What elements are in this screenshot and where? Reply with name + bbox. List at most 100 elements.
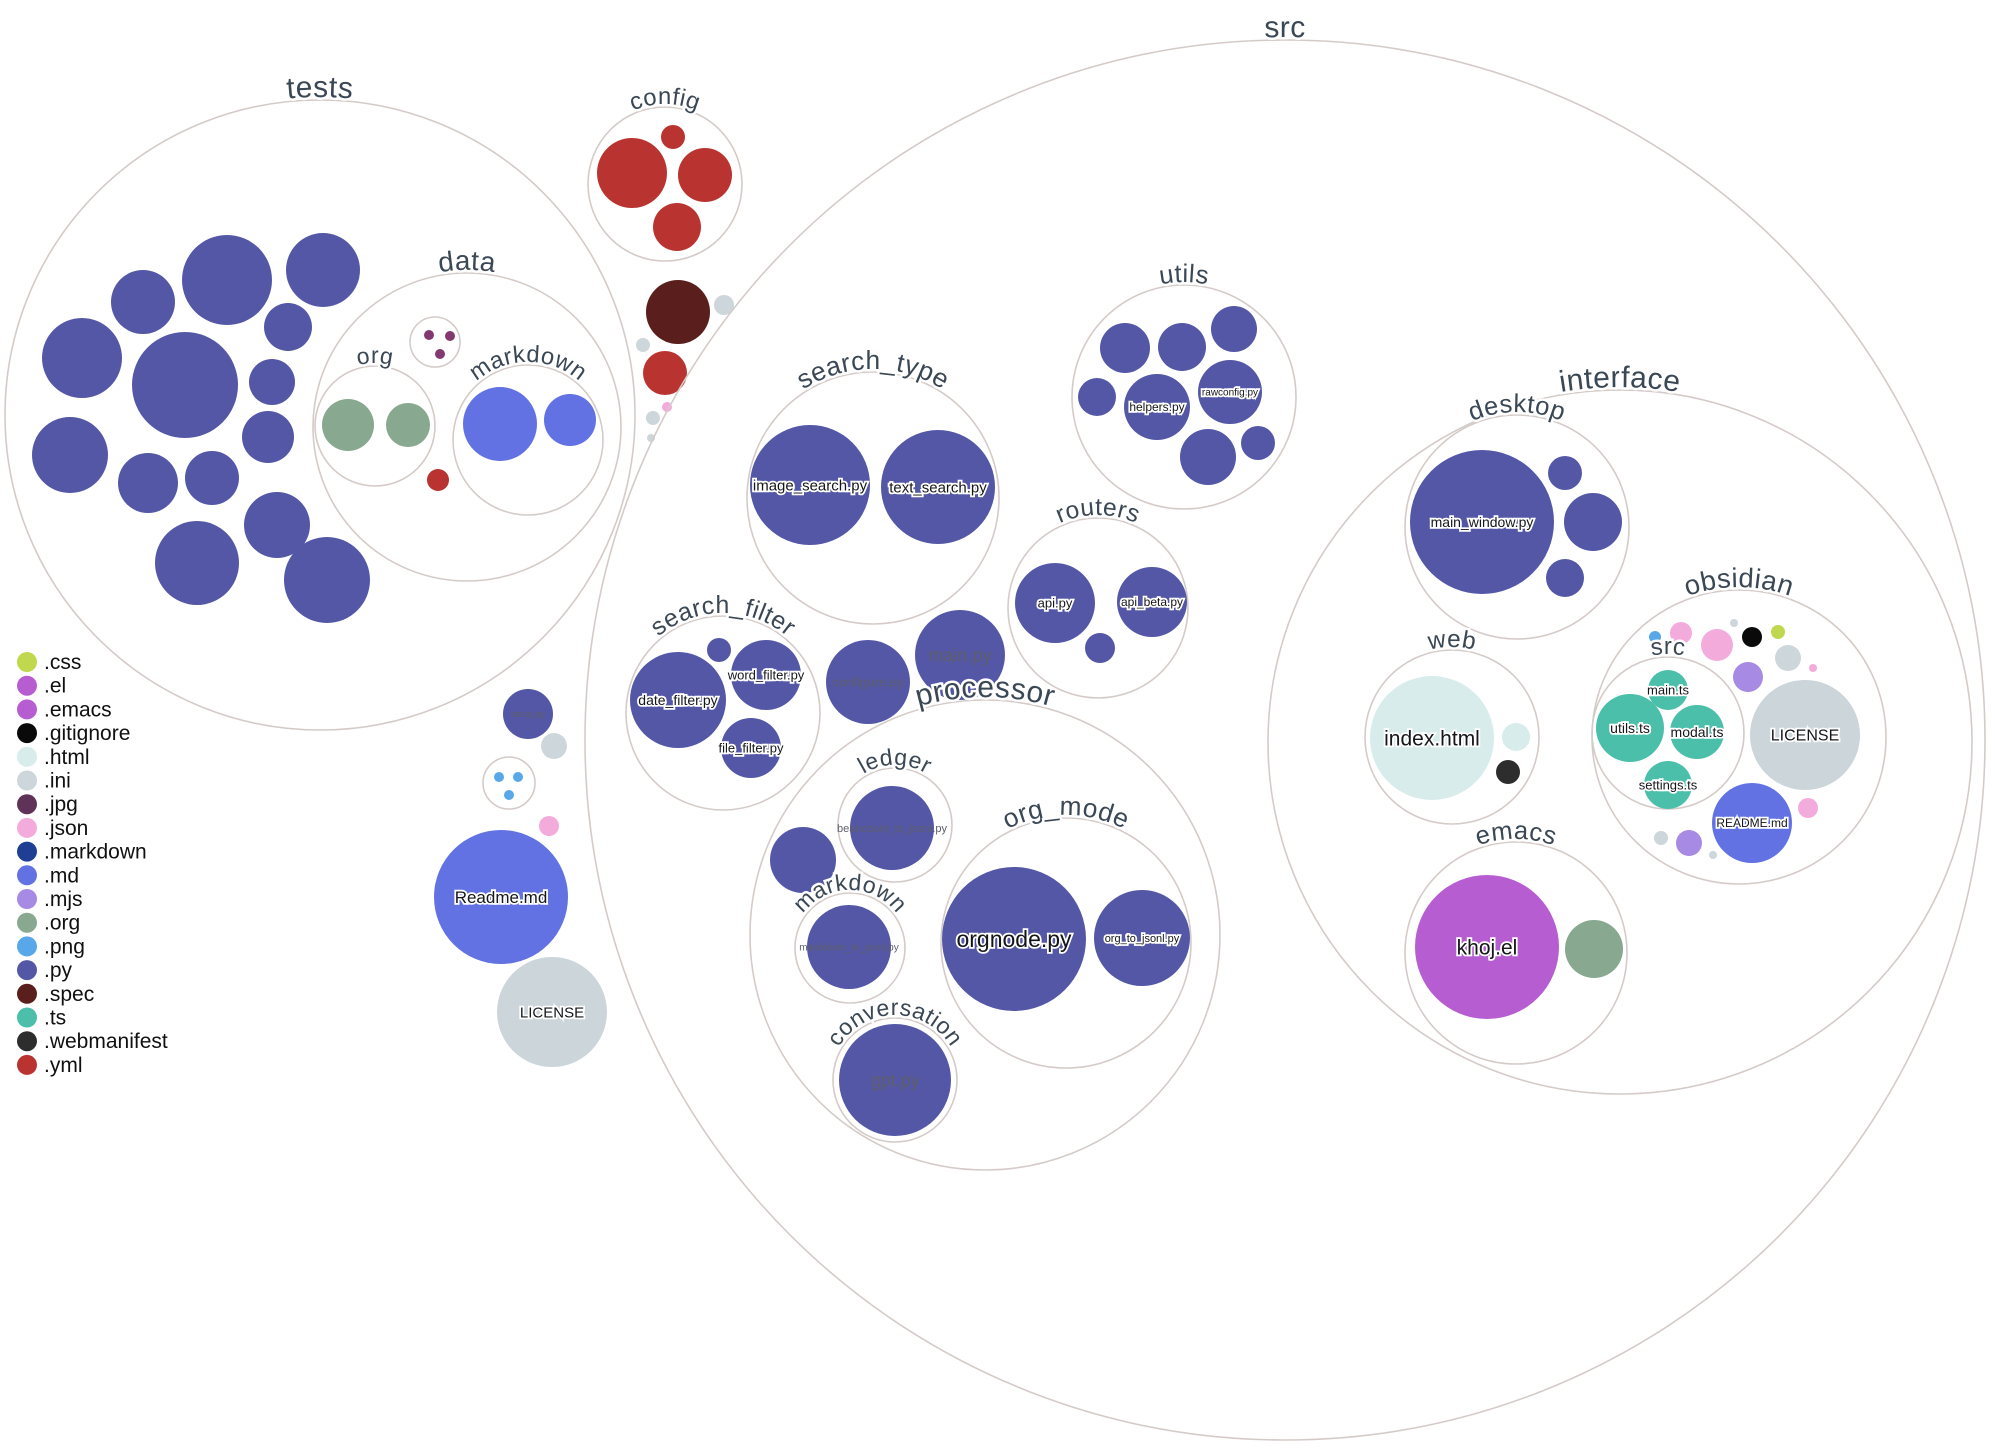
file-circle-image_search.py[interactable] <box>750 425 870 545</box>
file-circle-json-file[interactable] <box>539 816 559 836</box>
file-circle-main_window.py[interactable] <box>1410 450 1554 594</box>
file-circle-modal.ts[interactable] <box>1670 705 1724 759</box>
file-circle-ini-file[interactable] <box>541 733 567 759</box>
file-circle-png-file[interactable] <box>513 772 523 782</box>
file-circle-README.md[interactable] <box>1712 783 1792 863</box>
file-circle-py-file[interactable] <box>707 638 731 662</box>
file-circle-py-file[interactable] <box>1546 559 1584 597</box>
file-circle-org_to_jsonl.py[interactable] <box>1094 890 1190 986</box>
file-circle-py-file[interactable] <box>284 537 370 623</box>
file-circle-py-file[interactable] <box>1078 378 1116 416</box>
folder-circle-unnamed[interactable] <box>409 316 461 368</box>
folder-circle-processor[interactable] <box>749 699 1221 1171</box>
folder-circle-desktop[interactable] <box>1404 414 1630 640</box>
folder-circle-search_type[interactable] <box>746 371 1000 625</box>
folder-circle-data[interactable] <box>312 272 622 582</box>
file-circle-LICENSE[interactable] <box>1750 680 1860 790</box>
file-circle-py-file[interactable] <box>244 492 310 558</box>
file-circle-settings.ts[interactable] <box>1644 761 1692 809</box>
file-circle-md-file[interactable] <box>463 387 537 461</box>
file-circle-ini-file[interactable] <box>636 338 650 352</box>
folder-circle-org_mode[interactable] <box>940 817 1192 1069</box>
folder-circle-web[interactable] <box>1364 649 1540 825</box>
file-circle-json-file[interactable] <box>1670 622 1692 644</box>
file-circle-py-file[interactable] <box>249 359 295 405</box>
file-circle-py-file[interactable] <box>286 233 360 307</box>
file-circle-word_filter.py[interactable] <box>731 640 801 710</box>
file-circle-py-file[interactable] <box>264 303 312 351</box>
file-circle-ini-file[interactable] <box>1654 831 1668 845</box>
file-circle-setup.py[interactable] <box>503 689 553 739</box>
file-circle-spec-file[interactable] <box>646 280 710 344</box>
file-circle-gpt.py[interactable] <box>839 1024 951 1136</box>
file-circle-py-file[interactable] <box>1180 429 1236 485</box>
file-circle-json-file[interactable] <box>1798 798 1818 818</box>
file-circle-org-file[interactable] <box>322 399 374 451</box>
file-circle-yml-file[interactable] <box>653 203 701 251</box>
file-circle-py-file[interactable] <box>132 332 238 438</box>
file-circle-date_filter.py[interactable] <box>630 652 726 748</box>
file-circle-py-file[interactable] <box>1158 323 1206 371</box>
file-circle-text_search.py[interactable] <box>881 430 995 544</box>
file-circle-org-file[interactable] <box>386 403 430 447</box>
file-circle-main.py[interactable] <box>915 610 1005 700</box>
file-circle-webmanifest-file[interactable] <box>1496 760 1520 784</box>
file-circle-api_beta.py[interactable] <box>1117 567 1187 637</box>
file-circle-py-file[interactable] <box>1100 323 1150 373</box>
file-circle-helpers.py[interactable] <box>1124 374 1190 440</box>
file-circle-khoj.el[interactable] <box>1415 875 1559 1019</box>
file-circle-py-file[interactable] <box>1085 633 1115 663</box>
file-circle-jpg-file[interactable] <box>424 330 434 340</box>
file-circle-mjs-file[interactable] <box>1676 830 1702 856</box>
file-circle-py-file[interactable] <box>111 270 175 334</box>
file-circle-beancount_to_jsonl.py[interactable] <box>850 786 934 870</box>
file-circle-py-file[interactable] <box>32 417 108 493</box>
file-circle-ini-file[interactable] <box>1730 619 1738 627</box>
file-circle-py-file[interactable] <box>118 453 178 513</box>
folder-circle-src[interactable] <box>584 39 1986 1441</box>
file-circle-css-file[interactable] <box>1771 625 1785 639</box>
file-circle-api.py[interactable] <box>1015 563 1095 643</box>
folder-circle-org[interactable] <box>314 365 436 487</box>
file-circle-jpg-file[interactable] <box>435 349 445 359</box>
file-circle-configure.py[interactable] <box>826 640 910 724</box>
file-circle-ini-file[interactable] <box>646 411 660 425</box>
file-circle-yml-file[interactable] <box>643 351 687 395</box>
file-circle-file_filter.py[interactable] <box>721 718 781 778</box>
file-circle-yml-file[interactable] <box>661 125 685 149</box>
file-circle-LICENSE[interactable] <box>497 957 607 1067</box>
file-circle-mjs-file[interactable] <box>1733 662 1763 692</box>
file-circle-org-file[interactable] <box>1565 920 1623 978</box>
file-circle-yml-file[interactable] <box>678 148 732 202</box>
file-circle-py-file[interactable] <box>185 451 239 505</box>
file-circle-markdown_to_jsonl.py[interactable] <box>807 905 891 989</box>
folder-circle-emacs[interactable] <box>1404 841 1628 1065</box>
file-circle-json-file[interactable] <box>1701 629 1733 661</box>
folder-circle-utils[interactable] <box>1071 284 1297 510</box>
file-circle-yml-file[interactable] <box>427 469 449 491</box>
file-circle-json-file[interactable] <box>1809 664 1817 672</box>
folder-circle-routers[interactable] <box>1007 517 1189 699</box>
file-circle-py-file[interactable] <box>1241 426 1275 460</box>
file-circle-py-file[interactable] <box>770 827 836 893</box>
file-circle-yml-file[interactable] <box>597 138 667 208</box>
file-circle-main.ts[interactable] <box>1648 670 1688 710</box>
file-circle-py-file[interactable] <box>182 235 272 325</box>
file-circle-gitignore-file[interactable] <box>1742 627 1762 647</box>
file-circle-rawconfig.py[interactable] <box>1198 360 1262 424</box>
folder-circle-search_filter[interactable] <box>625 615 821 811</box>
file-circle-ini-file[interactable] <box>714 295 734 315</box>
folder-circle-config[interactable] <box>587 106 743 262</box>
file-circle-png-file[interactable] <box>494 772 504 782</box>
file-circle-Readme.md[interactable] <box>434 830 568 964</box>
file-circle-py-file[interactable] <box>42 318 122 398</box>
file-circle-md-file[interactable] <box>544 394 596 446</box>
file-circle-jpg-file[interactable] <box>445 331 455 341</box>
file-circle-orgnode.py[interactable] <box>942 867 1086 1011</box>
file-circle-index.html[interactable] <box>1370 676 1494 800</box>
file-circle-ini-file[interactable] <box>1709 851 1717 859</box>
folder-circle-markdown[interactable] <box>452 364 604 516</box>
file-circle-html-file[interactable] <box>1502 723 1530 751</box>
folder-circle-conversation[interactable] <box>832 1017 958 1143</box>
folder-circle-interface[interactable] <box>1267 389 1973 1095</box>
